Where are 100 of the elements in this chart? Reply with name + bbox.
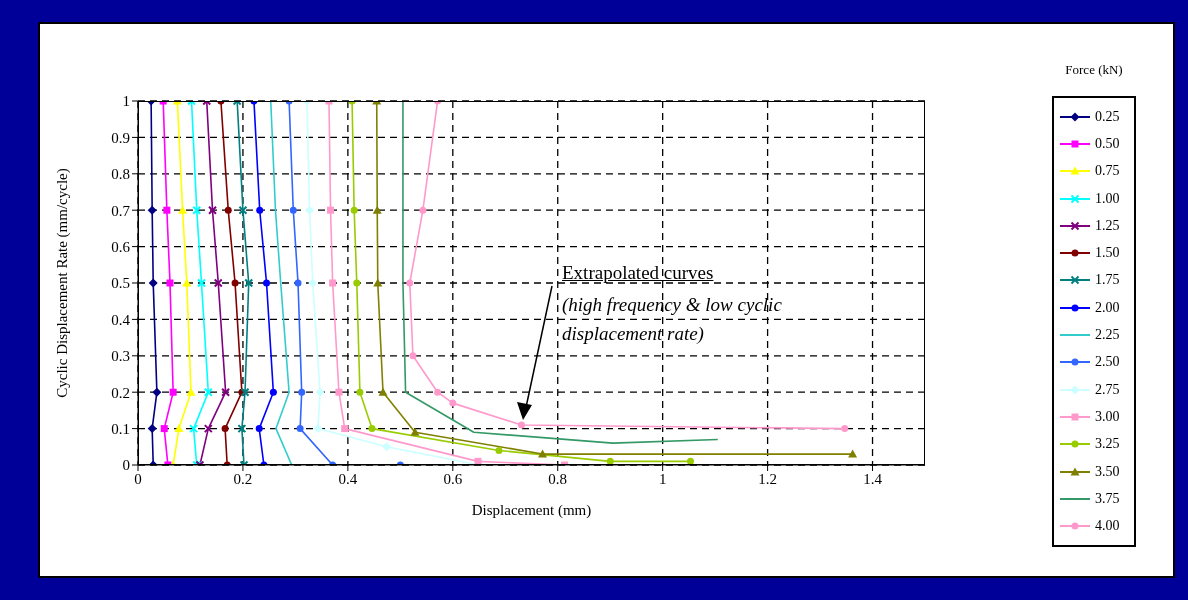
point	[341, 425, 349, 433]
point	[203, 387, 213, 397]
point	[538, 449, 548, 458]
point	[327, 206, 335, 214]
point	[841, 425, 849, 433]
point	[244, 278, 254, 288]
legend-label: 0.75	[1095, 163, 1120, 180]
x-tick-label: 1.4	[863, 470, 883, 487]
point	[256, 206, 264, 214]
point	[329, 279, 337, 287]
legend-label: 1.25	[1095, 217, 1120, 234]
point	[848, 449, 858, 458]
legend-label: 4.00	[1095, 518, 1120, 535]
point	[192, 205, 202, 215]
point	[410, 427, 420, 436]
point	[289, 206, 297, 214]
legend-label: 2.75	[1095, 381, 1120, 398]
point	[382, 442, 392, 452]
line-series	[269, 101, 293, 465]
point	[255, 425, 263, 433]
legend-label: 1.75	[1095, 272, 1120, 289]
point	[160, 425, 168, 433]
legend-title: Force (kN)	[1064, 62, 1124, 78]
point	[406, 279, 414, 287]
point	[196, 278, 206, 288]
point	[263, 279, 271, 287]
point	[518, 421, 526, 429]
x-tick-label: 0.4	[338, 470, 358, 487]
point	[224, 206, 232, 214]
point	[296, 425, 304, 433]
point	[221, 387, 231, 397]
point	[298, 388, 306, 396]
x-tick-label: 0	[134, 470, 142, 487]
point	[213, 278, 223, 288]
y-tick-label: 0.9	[111, 129, 130, 146]
y-tick-label: 0.7	[111, 202, 131, 219]
legend-label: 0.50	[1095, 135, 1120, 152]
point	[182, 278, 192, 287]
point	[353, 279, 361, 287]
point	[203, 424, 213, 434]
point	[449, 399, 457, 407]
x-tick-label: 0.2	[233, 470, 253, 487]
point	[240, 387, 250, 397]
legend-label: 1.50	[1095, 245, 1120, 262]
y-axis-title: Cyclic Displacement Rate (mm/cycle)	[53, 168, 71, 398]
point	[606, 457, 614, 465]
point	[419, 206, 427, 214]
point	[350, 206, 358, 214]
y-tick-label: 0.8	[111, 166, 130, 183]
x-tick-label: 1.2	[758, 470, 777, 487]
legend-label: 0.25	[1095, 108, 1120, 125]
point	[308, 278, 318, 288]
legend-label: 2.00	[1095, 299, 1120, 316]
x-tick-label: 0.8	[548, 470, 568, 487]
y-tick-label: 0.3	[111, 348, 130, 365]
point	[372, 205, 382, 214]
legend-label: 3.75	[1095, 490, 1120, 507]
point	[147, 424, 157, 434]
y-tick-label: 0.4	[111, 311, 131, 328]
point	[169, 388, 177, 396]
point	[178, 205, 188, 214]
point	[434, 388, 442, 396]
point	[148, 278, 158, 288]
point	[231, 279, 239, 287]
y-tick-label: 0	[122, 457, 130, 474]
y-tick-label: 0.5	[111, 275, 130, 292]
legend-label: 2.50	[1095, 354, 1120, 371]
line-series	[250, 101, 277, 465]
point	[378, 387, 388, 396]
point	[313, 424, 323, 434]
point	[409, 352, 417, 360]
x-axis-title: Displacement (mm)	[471, 502, 592, 519]
point	[166, 279, 174, 287]
y-tick-label: 0.2	[111, 384, 130, 401]
point	[163, 206, 171, 214]
point	[208, 205, 217, 215]
x-tick-label: 0.6	[443, 470, 463, 487]
annotation: Extrapolated curves	[561, 262, 715, 284]
point	[152, 387, 162, 397]
point	[269, 388, 277, 396]
annotation: (high frequency & low cyclic displacement rate)	[561, 293, 783, 346]
point	[356, 388, 364, 396]
point	[189, 424, 199, 434]
point	[186, 387, 196, 396]
legend-label: 3.25	[1095, 436, 1120, 453]
point	[294, 279, 302, 287]
point	[368, 425, 376, 433]
point	[315, 387, 325, 397]
y-tick-label: 1	[122, 93, 130, 110]
legend-label: 3.00	[1095, 408, 1120, 425]
point	[174, 424, 184, 433]
y-tick-label: 0.1	[111, 420, 130, 437]
legend-label: 1.00	[1095, 190, 1120, 207]
legend-label: 3.50	[1095, 463, 1120, 480]
legend-label: 2.25	[1095, 327, 1120, 344]
point	[237, 424, 247, 434]
point	[686, 457, 694, 465]
point	[238, 205, 248, 215]
point	[335, 388, 343, 396]
point	[305, 205, 315, 215]
